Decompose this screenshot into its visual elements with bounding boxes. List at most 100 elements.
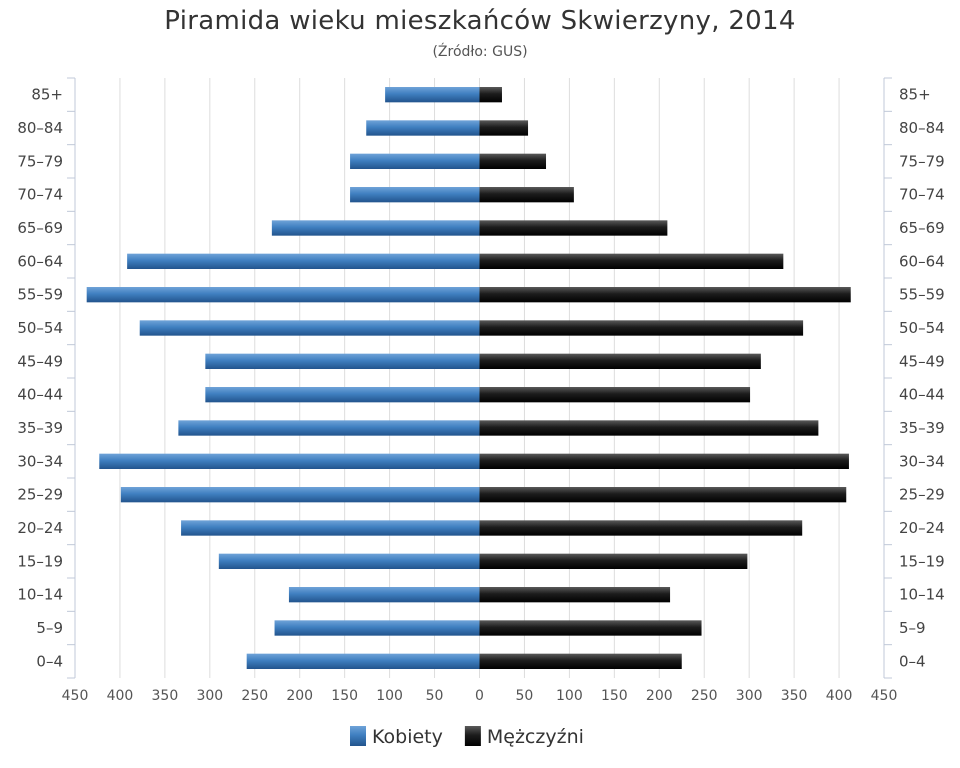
category-label-left: 15–19	[17, 552, 63, 570]
bar-kobiety	[205, 387, 480, 403]
bar-mezczyzni	[479, 387, 751, 403]
x-tick-label: 450	[62, 688, 89, 704]
category-label-left: 10–14	[17, 586, 63, 604]
category-label-right: 45–49	[899, 352, 945, 370]
bar-mezczyzni	[479, 220, 668, 236]
bar-kobiety	[218, 553, 480, 569]
category-label-left: 25–29	[17, 486, 63, 504]
bar-mezczyzni	[479, 253, 784, 269]
legend-swatch	[350, 726, 366, 746]
x-tick-label: 450	[871, 688, 898, 704]
x-tick-label: 0	[475, 688, 484, 704]
chart-subtitle: (Źródło: GUS)	[432, 44, 528, 60]
legend-swatch	[464, 726, 481, 746]
bar-kobiety	[99, 453, 480, 469]
category-label-right: 30–34	[899, 452, 945, 470]
bar-kobiety	[120, 487, 480, 503]
category-label-left: 45–49	[17, 352, 63, 370]
bar-kobiety	[366, 120, 480, 136]
bar-kobiety	[385, 87, 480, 103]
x-tick-label: 300	[736, 688, 763, 704]
x-tick-label: 350	[781, 688, 808, 704]
x-tick-label: 150	[331, 688, 358, 704]
bar-mezczyzni	[479, 320, 804, 336]
bar-kobiety	[86, 287, 480, 303]
x-tick-label: 50	[516, 688, 534, 704]
category-label-left: 50–54	[17, 319, 63, 337]
x-tick-label: 250	[691, 688, 718, 704]
bar-kobiety	[139, 320, 480, 336]
category-label-left: 30–34	[17, 452, 63, 470]
category-label-right: 60–64	[899, 252, 945, 270]
category-label-right: 5–9	[899, 619, 926, 637]
x-tick-label: 50	[426, 688, 444, 704]
bar-mezczyzni	[479, 353, 761, 369]
category-label-right: 25–29	[899, 486, 945, 504]
x-tick-label: 200	[646, 688, 673, 704]
category-label-left: 80–84	[17, 119, 63, 137]
category-label-right: 20–24	[899, 519, 945, 537]
category-label-right: 0–4	[899, 652, 926, 670]
category-label-left: 60–64	[17, 252, 63, 270]
x-tick-label: 350	[152, 688, 179, 704]
bars	[86, 87, 851, 669]
category-label-right: 85+	[899, 86, 931, 104]
bar-mezczyzni	[479, 487, 847, 503]
x-tick-label: 150	[601, 688, 628, 704]
x-tick-label: 200	[286, 688, 313, 704]
category-label-left: 40–44	[17, 386, 63, 404]
bar-kobiety	[205, 353, 480, 369]
category-label-right: 40–44	[899, 386, 945, 404]
bar-kobiety	[127, 253, 480, 269]
legend-label: Kobiety	[372, 726, 443, 748]
x-tick-label: 250	[241, 688, 268, 704]
x-tick-label: 400	[107, 688, 134, 704]
category-label-left: 35–39	[17, 419, 63, 437]
category-label-left: 5–9	[36, 619, 63, 637]
bar-kobiety	[178, 420, 480, 436]
category-label-left: 70–74	[17, 186, 63, 204]
legend: Kobiety Mężczyźni	[350, 726, 584, 748]
bar-kobiety	[274, 620, 480, 636]
bar-mezczyzni	[479, 153, 547, 169]
category-label-right: 15–19	[899, 552, 945, 570]
category-label-right: 10–14	[899, 586, 945, 604]
bar-mezczyzni	[479, 287, 851, 303]
category-label-left: 20–24	[17, 519, 63, 537]
category-label-left: 65–69	[17, 219, 63, 237]
category-label-right: 75–79	[899, 152, 945, 170]
bar-mezczyzni	[479, 87, 502, 103]
bar-kobiety	[246, 653, 480, 669]
bar-kobiety	[350, 153, 480, 169]
category-label-right: 35–39	[899, 419, 945, 437]
bar-mezczyzni	[479, 453, 849, 469]
bar-mezczyzni	[479, 420, 819, 436]
category-label-left: 55–59	[17, 286, 63, 304]
category-label-right: 50–54	[899, 319, 945, 337]
category-label-left: 0–4	[36, 652, 63, 670]
legend-label: Mężczyźni	[487, 726, 584, 748]
x-tick-label: 100	[556, 688, 583, 704]
bar-mezczyzni	[479, 587, 671, 603]
bar-mezczyzni	[479, 620, 702, 636]
x-tick-label: 100	[376, 688, 403, 704]
axes: 450 400 350 300 250 200 150 100 50 0 50 100 150 200 25…	[17, 77, 945, 704]
bar-kobiety	[350, 187, 480, 203]
category-label-right: 70–74	[899, 186, 945, 204]
category-label-right: 80–84	[899, 119, 945, 137]
bar-kobiety	[181, 520, 480, 536]
bar-kobiety	[288, 587, 480, 603]
bar-kobiety	[271, 220, 480, 236]
bar-mezczyzni	[479, 187, 574, 203]
x-tick-label: 400	[826, 688, 853, 704]
bar-mezczyzni	[479, 553, 748, 569]
category-label-right: 65–69	[899, 219, 945, 237]
category-label-left: 75–79	[17, 152, 63, 170]
bar-mezczyzni	[479, 653, 682, 669]
bar-mezczyzni	[479, 120, 529, 136]
category-label-right: 55–59	[899, 286, 945, 304]
bar-mezczyzni	[479, 520, 803, 536]
chart-title: Piramida wieku mieszkańców Skwierzyny, 2…	[164, 6, 796, 36]
x-tick-label: 300	[196, 688, 223, 704]
